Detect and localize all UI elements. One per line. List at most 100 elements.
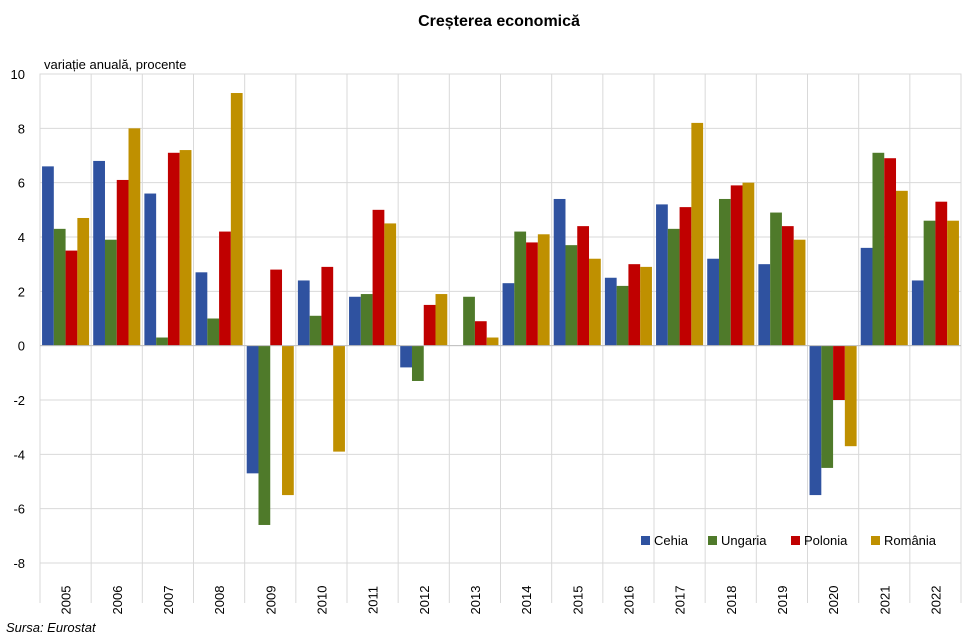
bar xyxy=(947,220,959,346)
bar xyxy=(435,294,448,346)
y-tick-labels: -8 -6 -4 -2 0 2 4 6 8 10 xyxy=(11,67,25,571)
x-tick-label: 2007 xyxy=(161,586,176,615)
bar xyxy=(758,264,771,346)
bar xyxy=(821,345,834,468)
bar xyxy=(104,239,117,346)
x-tick-label: 2015 xyxy=(570,586,585,615)
bar xyxy=(844,345,857,447)
bar xyxy=(589,258,601,346)
bar xyxy=(935,201,948,346)
bar xyxy=(884,158,897,346)
bar xyxy=(640,266,652,346)
bar xyxy=(474,321,487,346)
bar xyxy=(144,193,157,346)
bar xyxy=(411,345,424,381)
legend-label: Polonia xyxy=(804,533,848,548)
bar xyxy=(246,345,259,474)
bars xyxy=(40,93,961,525)
x-tick-label: 2009 xyxy=(263,586,278,615)
y-tick-label: -2 xyxy=(13,393,25,408)
x-tick-label: 2014 xyxy=(519,586,534,615)
bar xyxy=(502,283,515,346)
x-tick-label: 2006 xyxy=(110,586,125,615)
bar xyxy=(793,239,806,346)
bar xyxy=(156,337,168,346)
y-tick-label: 6 xyxy=(18,176,25,191)
bar xyxy=(116,179,129,346)
bar xyxy=(207,318,220,346)
x-tick-label: 2013 xyxy=(468,586,483,615)
bar xyxy=(486,337,499,346)
bar xyxy=(718,198,731,346)
x-tick-label: 2010 xyxy=(314,586,329,615)
bar xyxy=(628,264,641,346)
bar xyxy=(667,228,680,346)
y-tick-label: 10 xyxy=(11,67,25,82)
bar xyxy=(833,345,845,400)
x-tick-label: 2012 xyxy=(417,586,432,615)
x-tick-label: 2016 xyxy=(621,586,636,615)
bar xyxy=(195,272,208,346)
bar xyxy=(258,345,271,525)
bar xyxy=(809,345,822,496)
x-tick-labels: 2005 2006 2007 2008 2009 2010 2011 2012 2013 2014… xyxy=(59,586,944,615)
x-tick-label: 2021 xyxy=(877,586,892,615)
bar xyxy=(309,315,322,346)
bar xyxy=(860,247,873,346)
bar xyxy=(372,209,385,346)
bar xyxy=(616,285,629,346)
bar xyxy=(219,231,231,346)
y-tick-label: -8 xyxy=(13,556,25,571)
legend-swatch xyxy=(708,536,717,545)
y-tick-label: 8 xyxy=(18,121,25,136)
bar xyxy=(537,234,550,346)
bar xyxy=(911,280,924,346)
legend-label: Cehia xyxy=(654,533,689,548)
legend-label: România xyxy=(884,533,937,548)
bar xyxy=(77,217,90,346)
bar xyxy=(770,212,782,346)
bar xyxy=(577,226,590,346)
x-tick-label: 2022 xyxy=(928,586,943,615)
y-axis-label: variație anuală, procente xyxy=(44,57,186,72)
bar xyxy=(42,166,54,346)
legend-label: Ungaria xyxy=(721,533,767,548)
bar xyxy=(742,182,755,346)
x-tick-label: 2011 xyxy=(366,586,381,614)
grid-lines xyxy=(39,73,962,603)
bar xyxy=(167,152,180,346)
x-tick-label: 2019 xyxy=(775,586,790,615)
bar xyxy=(297,280,310,346)
bar xyxy=(707,258,719,346)
bar xyxy=(53,228,66,346)
bar xyxy=(384,223,397,346)
source-note: Sursa: Eurostat xyxy=(6,620,97,635)
bar xyxy=(553,198,566,346)
bar xyxy=(349,296,361,346)
bar xyxy=(282,345,294,496)
bar xyxy=(360,294,373,346)
bar xyxy=(463,296,475,346)
bar xyxy=(179,150,192,346)
legend-swatch xyxy=(791,536,800,545)
x-tick-label: 2008 xyxy=(212,586,227,615)
y-tick-label: 2 xyxy=(18,284,25,299)
bar xyxy=(526,242,538,346)
bar xyxy=(730,185,743,346)
bar xyxy=(270,269,283,346)
chart-title: Creșterea economică xyxy=(418,13,580,30)
bar xyxy=(896,190,908,346)
bar xyxy=(93,160,105,346)
bar xyxy=(400,345,412,368)
bar xyxy=(679,207,692,346)
y-tick-label: -6 xyxy=(13,502,25,517)
x-tick-label: 2005 xyxy=(59,586,74,615)
x-tick-label: 2017 xyxy=(673,586,688,615)
bar xyxy=(333,345,345,452)
x-tick-label: 2020 xyxy=(826,586,841,615)
bar xyxy=(128,128,141,346)
plot-border xyxy=(39,73,962,564)
bar xyxy=(423,304,436,346)
bar xyxy=(230,93,243,346)
